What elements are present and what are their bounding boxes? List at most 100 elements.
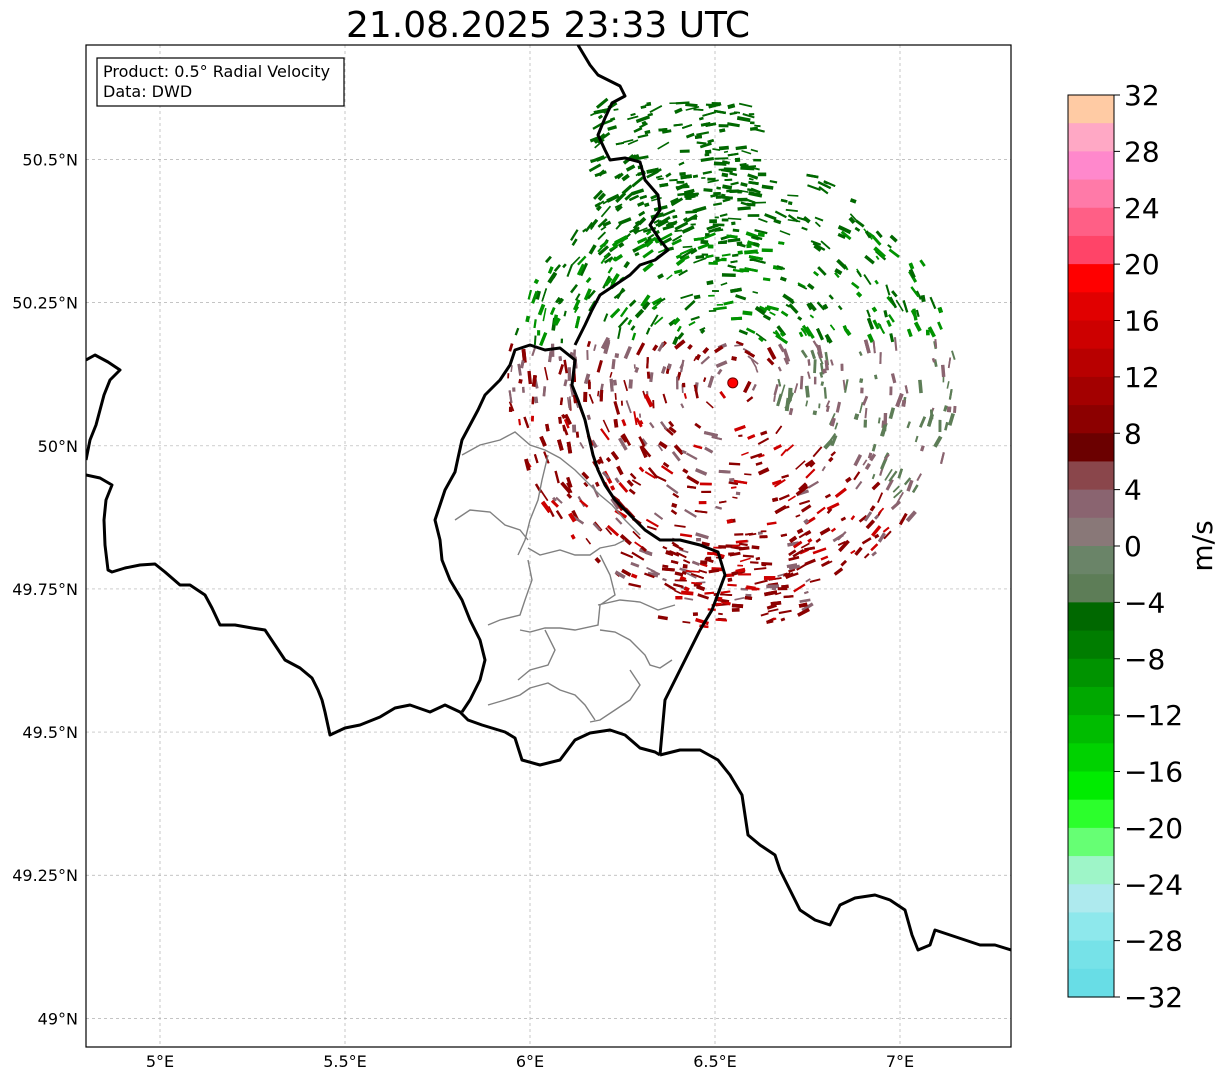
velocity-speckle bbox=[720, 590, 731, 594]
velocity-speckle bbox=[588, 163, 602, 173]
velocity-speckle bbox=[604, 256, 614, 264]
velocity-speckle bbox=[758, 217, 768, 223]
velocity-speckle bbox=[558, 364, 564, 375]
info-product: Product: 0.5° Radial Velocity bbox=[103, 62, 330, 81]
velocity-speckle bbox=[644, 470, 657, 479]
velocity-speckle bbox=[813, 244, 822, 252]
velocity-speckle bbox=[783, 357, 790, 365]
velocity-speckle bbox=[597, 242, 607, 253]
velocity-speckle bbox=[712, 290, 719, 292]
velocity-speckle bbox=[600, 156, 607, 160]
velocity-speckle bbox=[579, 262, 589, 277]
velocity-speckle bbox=[563, 310, 567, 317]
velocity-speckle bbox=[715, 256, 720, 261]
velocity-speckle bbox=[658, 215, 671, 225]
velocity-speckle bbox=[889, 234, 898, 243]
velocity-speckle bbox=[628, 582, 642, 588]
colorbar-tick-label: −8 bbox=[1124, 643, 1165, 676]
velocity-speckle bbox=[671, 502, 678, 508]
velocity-speckle bbox=[837, 531, 847, 541]
velocity-speckle bbox=[650, 168, 662, 177]
velocity-speckle bbox=[748, 191, 763, 198]
velocity-speckle bbox=[662, 209, 676, 217]
map-frame bbox=[85, 44, 1012, 1048]
velocity-speckle bbox=[720, 593, 733, 596]
velocity-speckle bbox=[740, 182, 748, 187]
velocity-speckle bbox=[634, 251, 640, 257]
velocity-speckle bbox=[884, 468, 893, 481]
velocity-speckle bbox=[826, 508, 833, 514]
velocity-speckle bbox=[670, 509, 678, 515]
velocity-speckle bbox=[720, 195, 733, 200]
velocity-speckle bbox=[621, 419, 627, 427]
velocity-speckle bbox=[767, 608, 779, 613]
velocity-speckle bbox=[543, 451, 550, 464]
velocity-speckle bbox=[730, 287, 742, 293]
velocity-speckle bbox=[721, 257, 727, 262]
velocity-speckle bbox=[912, 308, 918, 321]
velocity-speckle bbox=[588, 393, 594, 404]
velocity-speckle bbox=[600, 225, 607, 231]
colorbar-tick-label: −4 bbox=[1124, 586, 1165, 619]
velocity-speckle bbox=[735, 294, 747, 301]
velocity-speckle bbox=[696, 538, 702, 542]
velocity-speckle bbox=[905, 510, 917, 523]
velocity-speckle bbox=[883, 310, 888, 318]
velocity-speckle bbox=[951, 350, 956, 360]
colorbar-segment bbox=[1068, 771, 1114, 801]
velocity-speckle bbox=[680, 359, 685, 373]
velocity-speckle bbox=[657, 341, 665, 352]
velocity-speckle bbox=[779, 230, 791, 236]
velocity-speckle bbox=[660, 232, 673, 241]
velocity-speckle bbox=[628, 299, 637, 307]
velocity-speckle bbox=[732, 496, 738, 499]
velocity-speckle bbox=[893, 489, 903, 499]
velocity-speckle bbox=[795, 460, 806, 470]
velocity-speckle bbox=[705, 149, 712, 154]
velocity-speckle bbox=[606, 193, 620, 203]
velocity-speckle bbox=[744, 596, 753, 601]
velocity-speckle bbox=[943, 405, 948, 412]
velocity-speckle bbox=[521, 349, 527, 363]
velocity-speckle bbox=[657, 220, 669, 228]
velocity-speckle bbox=[594, 202, 601, 207]
colorbar-segment bbox=[1068, 799, 1114, 829]
velocity-speckle bbox=[721, 218, 729, 222]
colorbar-segment bbox=[1068, 264, 1114, 293]
velocity-speckle bbox=[603, 313, 609, 322]
velocity-speckle bbox=[913, 321, 922, 332]
velocity-speckle bbox=[700, 121, 711, 127]
velocity-speckle bbox=[640, 105, 647, 109]
velocity-speckle bbox=[719, 128, 726, 133]
velocity-speckle bbox=[908, 268, 916, 279]
velocity-speckle bbox=[747, 355, 759, 365]
velocity-speckle bbox=[782, 348, 791, 363]
velocity-speckle bbox=[609, 378, 614, 392]
velocity-speckle bbox=[662, 129, 672, 134]
velocity-speckle bbox=[940, 364, 946, 378]
velocity-speckle bbox=[561, 413, 566, 419]
velocity-speckle bbox=[856, 270, 863, 278]
velocity-speckle bbox=[695, 532, 709, 540]
velocity-speckle bbox=[539, 332, 548, 347]
velocity-speckle bbox=[704, 232, 716, 240]
velocity-speckle bbox=[708, 568, 720, 574]
velocity-speckle bbox=[757, 232, 765, 237]
velocity-speckle bbox=[745, 532, 753, 536]
velocity-speckle bbox=[645, 327, 651, 335]
velocity-speckle bbox=[708, 309, 717, 312]
velocity-speckle bbox=[757, 172, 767, 177]
velocity-speckle bbox=[780, 617, 786, 622]
velocity-speckle bbox=[863, 274, 872, 286]
velocity-speckle bbox=[830, 527, 837, 533]
velocity-speckle bbox=[896, 491, 904, 504]
lon-ticks: 5°E 5.5°E 6°E 6.5°E 7°E bbox=[146, 1052, 914, 1071]
velocity-speckle bbox=[660, 421, 668, 431]
velocity-speckle bbox=[826, 502, 840, 511]
velocity-speckle bbox=[535, 290, 541, 300]
velocity-speckle bbox=[816, 328, 824, 341]
velocity-speckle bbox=[679, 533, 693, 538]
velocity-speckle bbox=[861, 537, 872, 545]
velocity-speckle bbox=[937, 306, 944, 314]
